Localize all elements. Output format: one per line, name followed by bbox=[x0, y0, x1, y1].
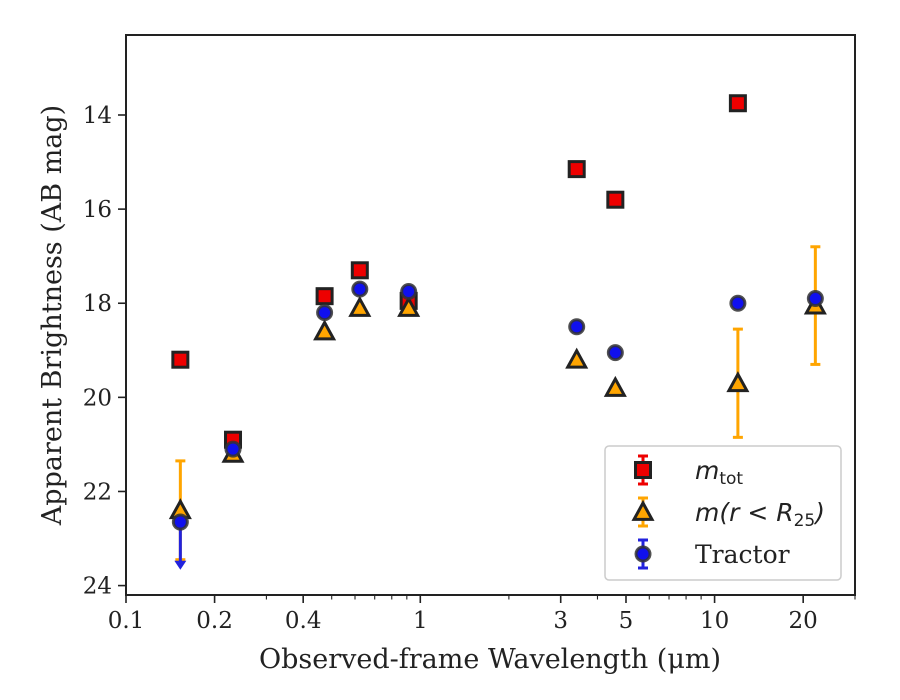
legend-label-tractor: Tractor bbox=[695, 540, 790, 569]
mr25-point bbox=[565, 347, 589, 369]
mr25-point bbox=[313, 319, 337, 341]
legend-label-mr25: m(r < R25) bbox=[695, 498, 825, 531]
tractor-point bbox=[729, 294, 747, 312]
x-axis-label: Observed-frame Wavelength (μm) bbox=[259, 644, 721, 675]
tractor-point bbox=[606, 344, 624, 362]
tractor-point bbox=[171, 513, 189, 531]
legend-box bbox=[604, 445, 842, 581]
series-tractor bbox=[171, 280, 824, 570]
tractor-point bbox=[806, 290, 824, 308]
legend-marker-tractor bbox=[634, 545, 652, 563]
mtot-point bbox=[606, 190, 625, 209]
y-tick-label: 20 bbox=[83, 385, 112, 411]
plot-frame bbox=[125, 34, 856, 596]
y-tick-label: 16 bbox=[83, 197, 112, 223]
mtot-point bbox=[350, 261, 369, 280]
tractor-point bbox=[568, 318, 586, 336]
y-tick-label: 14 bbox=[83, 103, 112, 129]
x-tick-label: 0.4 bbox=[285, 608, 322, 634]
upper-limit-arrow bbox=[174, 560, 187, 570]
tractor-point bbox=[400, 282, 418, 300]
mr25-point bbox=[603, 375, 627, 397]
mr25-point bbox=[397, 295, 421, 317]
data-marks bbox=[168, 94, 827, 570]
mtot-point bbox=[567, 160, 586, 179]
mr25-point bbox=[726, 371, 750, 393]
tractor-point bbox=[316, 304, 334, 322]
legend-marker-mr25 bbox=[631, 499, 655, 521]
tractor-point bbox=[224, 440, 242, 458]
x-tick-label: 10 bbox=[700, 608, 729, 634]
legend: mtot m(r < R25) Tractor bbox=[604, 445, 842, 581]
x-tick-label: 20 bbox=[789, 608, 818, 634]
x-tick-label: 3 bbox=[553, 608, 568, 634]
y-tick-label: 22 bbox=[83, 479, 112, 505]
series-mtot bbox=[171, 94, 747, 449]
tractor-point bbox=[351, 280, 369, 298]
x-tick-label: 0.2 bbox=[196, 608, 233, 634]
x-tick-label: 0.1 bbox=[108, 608, 145, 634]
legend-marker-mtot bbox=[634, 461, 652, 479]
axes: 0.1 0.2 0.4 1 3 5 10 20 14 16 18 20 22 24 bbox=[83, 103, 856, 634]
mtot-point bbox=[171, 350, 190, 369]
legend-label-mtot: mtot bbox=[695, 456, 743, 489]
x-tick-label: 1 bbox=[413, 608, 428, 634]
mr25-point bbox=[348, 295, 372, 317]
mtot-point bbox=[728, 94, 747, 113]
y-tick-label: 24 bbox=[83, 574, 112, 600]
mtot-point bbox=[315, 287, 334, 306]
y-tick-label: 18 bbox=[83, 291, 112, 317]
y-axis-label: Apparent Brightness (AB mag) bbox=[37, 105, 68, 526]
x-tick-label: 5 bbox=[619, 608, 634, 634]
